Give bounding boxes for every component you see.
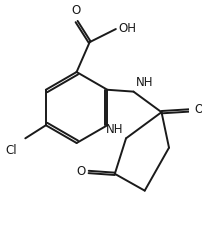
- Text: O: O: [71, 4, 80, 17]
- Text: Cl: Cl: [5, 144, 17, 157]
- Text: OH: OH: [119, 22, 137, 35]
- Text: O: O: [194, 103, 202, 116]
- Text: O: O: [77, 166, 86, 179]
- Text: NH: NH: [106, 124, 123, 136]
- Text: NH: NH: [136, 76, 154, 89]
